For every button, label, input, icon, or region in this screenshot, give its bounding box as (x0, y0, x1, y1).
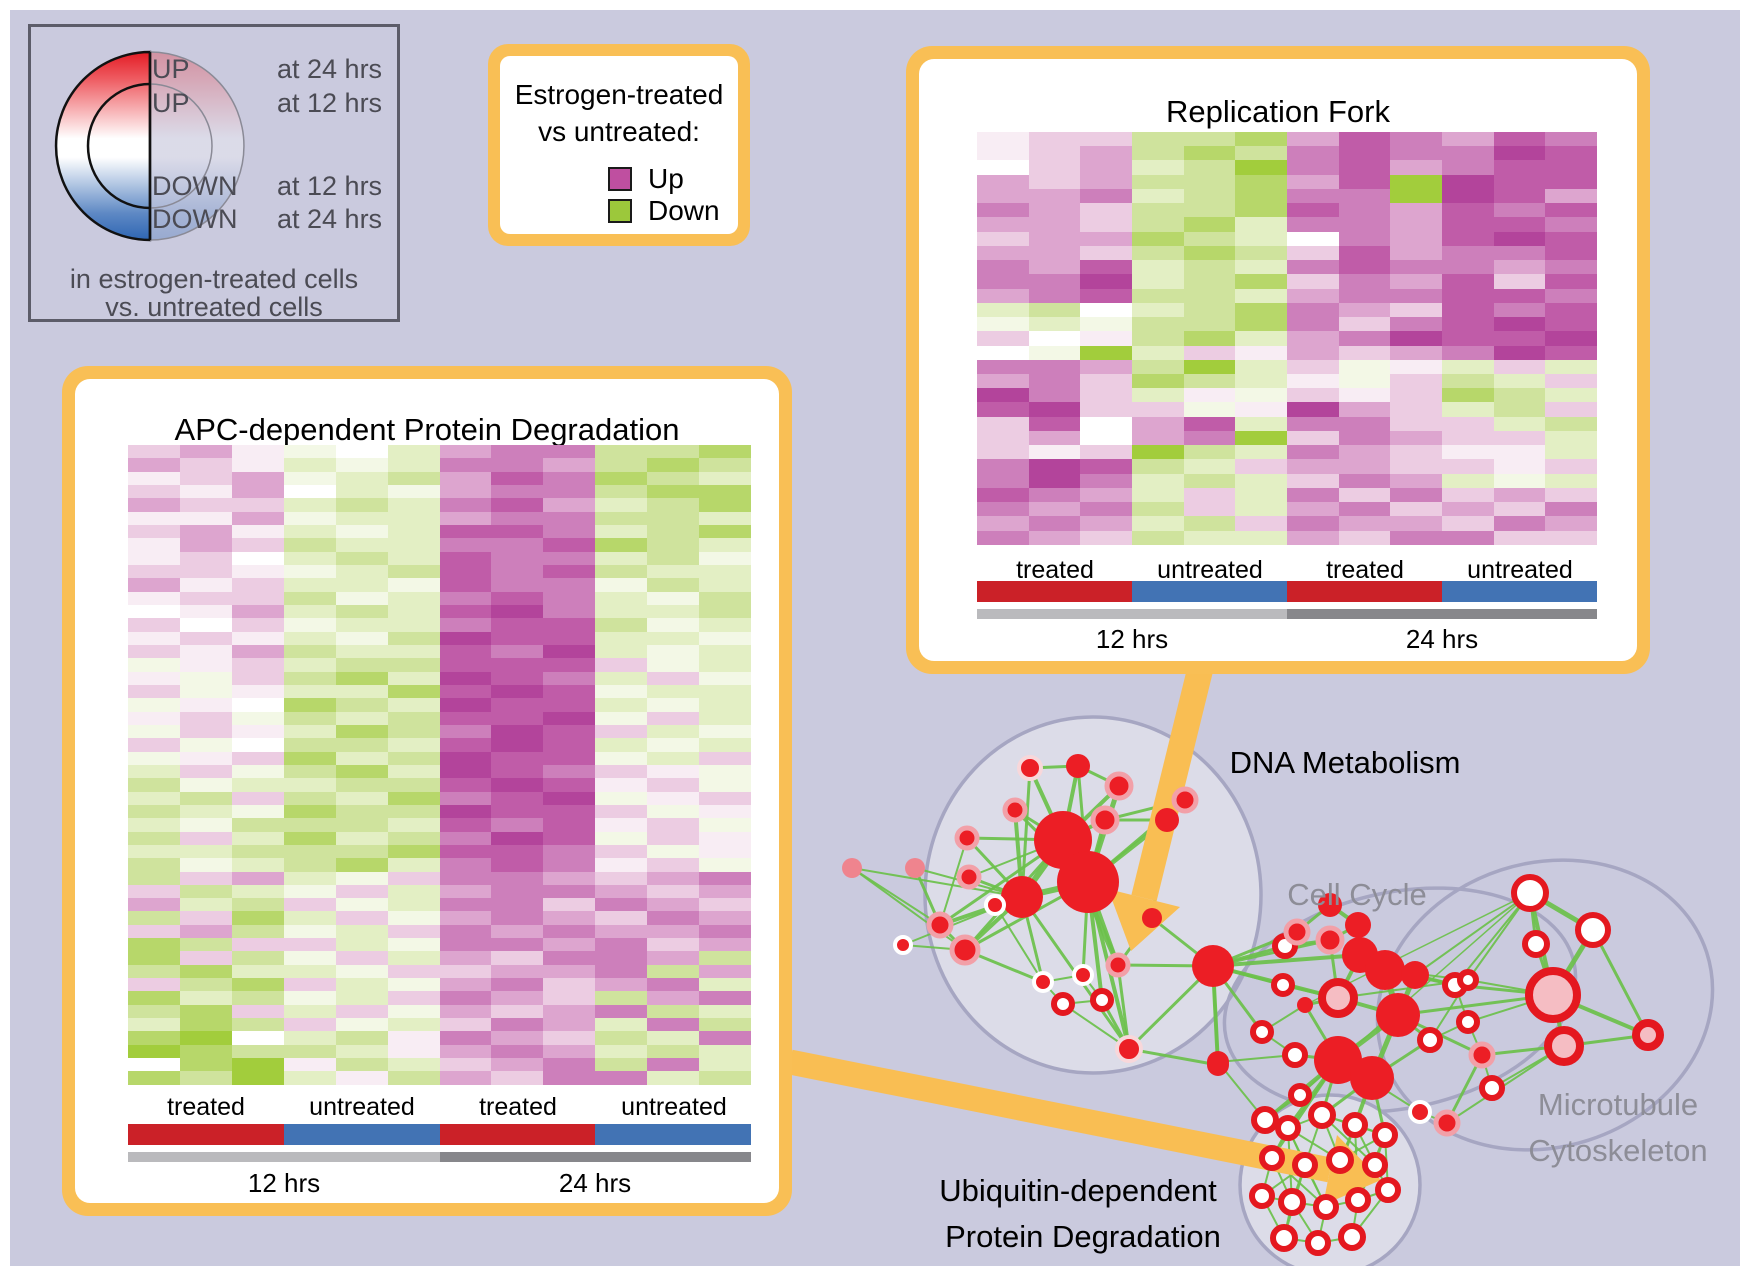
direction-label: UP (152, 88, 190, 118)
ubiquitin-label-line2: Protein Degradation (945, 1219, 1221, 1254)
rf-group-untreated-24: untreated (1467, 556, 1573, 584)
apc-group-treated-24: treated (479, 1093, 557, 1121)
apc-group-treated-12: treated (167, 1093, 245, 1121)
apc-panel-title: APC-dependent Protein Degradation (174, 412, 680, 447)
estrogen-legend: Estrogen-treated vs untreated: Up Down (488, 44, 750, 246)
updown-row-2: UP at 12 hrs (152, 88, 382, 118)
updown-row-1: UP at 24 hrs (152, 54, 382, 84)
time-label: at 24 hrs (277, 204, 383, 234)
rf-panel-title: Replication Fork (1166, 94, 1390, 129)
rf-condition-bar (977, 581, 1597, 602)
rf-12hrs-label: 12 hrs (1095, 624, 1169, 654)
apc-12hrs-label: 12 hrs (247, 1168, 321, 1198)
inner-left-arc (86, 82, 151, 210)
dna-metabolism-label: DNA Metabolism (1229, 745, 1461, 780)
up-swatch (608, 167, 632, 191)
updown-caption-line1: in estrogen-treated cells (69, 264, 359, 294)
estrogen-legend-title-line2: vs untreated: (538, 116, 700, 147)
rf-time-bar (977, 609, 1597, 619)
apc-group-untreated-12: untreated (309, 1093, 415, 1121)
rf-24hrs-label: 24 hrs (1405, 624, 1479, 654)
updown-row-4: DOWN at 24 hrs (152, 204, 382, 234)
outer-right-half (150, 52, 244, 240)
apc-heatmap (128, 445, 752, 1085)
updown-color-legend: UP at 24 hrs UP at 12 hrs DOWN at 12 hrs… (28, 24, 400, 322)
direction-label: DOWN (152, 171, 238, 201)
outer-left-half (54, 50, 152, 242)
rf-heatmap (977, 132, 1598, 545)
updown-row-3: DOWN at 12 hrs (152, 171, 382, 201)
rf-group-untreated-12: untreated (1157, 556, 1263, 584)
updown-circle-glyph (54, 50, 245, 242)
replication-fork-panel: Replication Fork treated untreated treat… (906, 46, 1650, 674)
outer-right-arc (149, 51, 245, 241)
cell-cycle-label: Cell Cycle (1287, 877, 1427, 912)
rf-group-treated-24: treated (1326, 556, 1404, 584)
updown-caption-line2: vs. untreated cells (105, 292, 323, 322)
up-label: Up (648, 163, 684, 194)
inner-right-arc (149, 83, 213, 209)
direction-label: DOWN (152, 204, 238, 234)
time-label: at 24 hrs (277, 54, 383, 84)
ubiquitin-label-line1: Ubiquitin-dependent (939, 1173, 1217, 1208)
microtubule-label-line1: Microtubule (1537, 1087, 1699, 1122)
estrogen-legend-title-line1: Estrogen-treated (514, 79, 724, 110)
apc-panel: APC-dependent Protein Degradation treate… (62, 366, 792, 1216)
apc-time-bar (128, 1152, 751, 1162)
apc-24hrs-label: 24 hrs (558, 1168, 632, 1198)
rf-group-treated-12: treated (1016, 556, 1094, 584)
direction-label: UP (152, 54, 190, 84)
apc-condition-bar (128, 1124, 751, 1145)
down-label: Down (648, 195, 720, 226)
time-label: at 12 hrs (277, 171, 383, 201)
down-swatch (608, 199, 632, 223)
microtubule-label-line2: Cytoskeleton (1528, 1133, 1708, 1168)
apc-group-untreated-24: untreated (621, 1093, 727, 1121)
time-label: at 12 hrs (277, 88, 383, 118)
